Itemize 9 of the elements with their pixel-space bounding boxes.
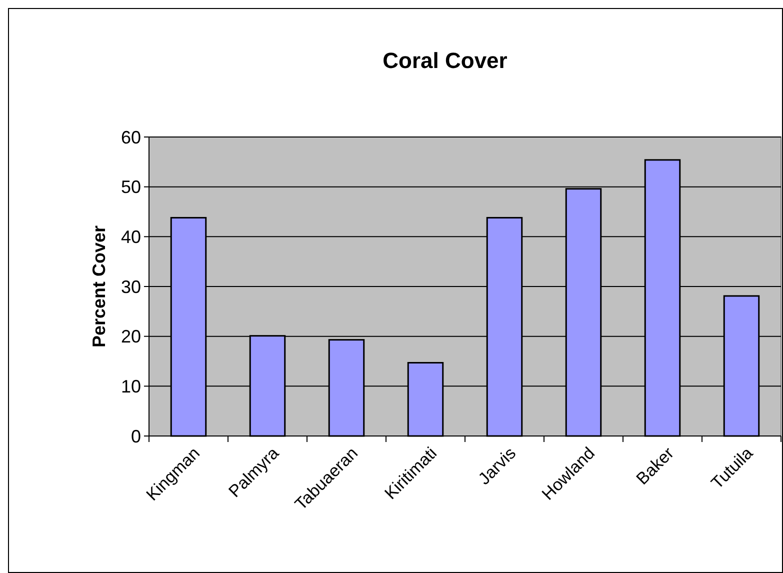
- y-tick-label: 30: [120, 276, 141, 297]
- y-tick-label: 40: [120, 226, 141, 247]
- y-tick-label: 10: [120, 376, 141, 396]
- y-tick-label: 20: [120, 326, 141, 347]
- y-tick-label: 0: [130, 426, 141, 446]
- y-tick-label: 50: [120, 177, 141, 198]
- chart-title: Coral Cover: [382, 48, 508, 73]
- y-tick-label: 60: [120, 127, 141, 148]
- y-axis-title: Percent Cover: [89, 225, 109, 348]
